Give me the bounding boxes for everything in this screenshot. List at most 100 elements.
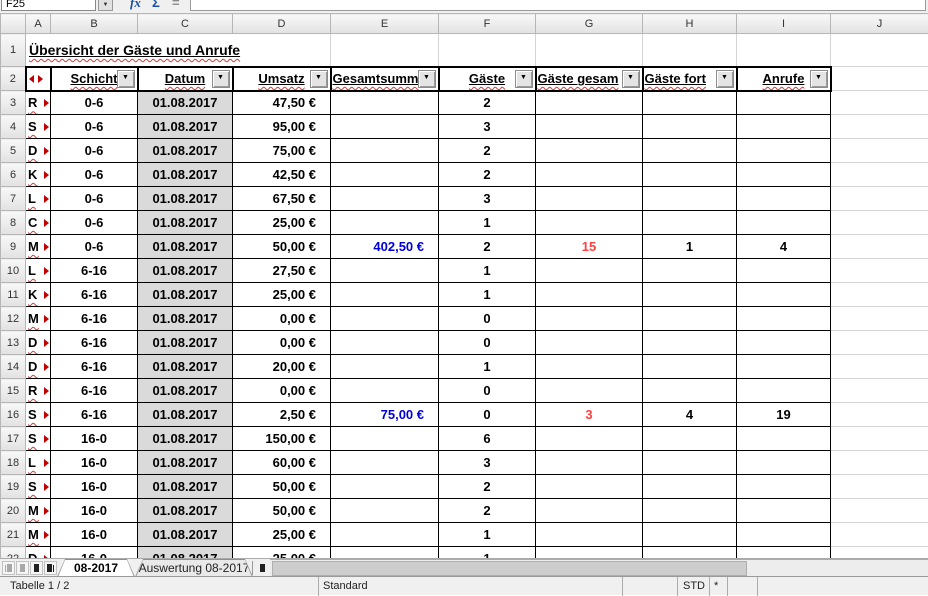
column-header-B[interactable]: B: [51, 14, 138, 34]
cell-G16[interactable]: 3: [536, 403, 643, 427]
column-header-H[interactable]: H: [643, 14, 737, 34]
filter-dropdown-datum-icon[interactable]: ▼: [212, 70, 230, 88]
cell-C8[interactable]: 01.08.2017: [138, 211, 233, 235]
last-sheet-button[interactable]: [44, 561, 57, 575]
cell-C3[interactable]: 01.08.2017: [138, 91, 233, 115]
cell-B19[interactable]: 16-0: [51, 475, 138, 499]
filter-header-anrufe[interactable]: Anrufe▼: [737, 67, 831, 91]
cell-B20[interactable]: 16-0: [51, 499, 138, 523]
cell-J1[interactable]: [831, 34, 928, 67]
cell-D17[interactable]: 150,00 €: [233, 427, 331, 451]
column-header-D[interactable]: D: [233, 14, 331, 34]
cell-A3[interactable]: R: [26, 91, 51, 115]
cell-F8[interactable]: 1: [439, 211, 536, 235]
cell-D13[interactable]: 0,00 €: [233, 331, 331, 355]
cell-E15[interactable]: [331, 379, 439, 403]
cell-G12[interactable]: [536, 307, 643, 331]
cell-B21[interactable]: 16-0: [51, 523, 138, 547]
row-header-21[interactable]: 21: [1, 523, 26, 547]
column-header-C[interactable]: C: [138, 14, 233, 34]
sum-icon[interactable]: Σ: [152, 0, 160, 14]
cell-I14[interactable]: [737, 355, 831, 379]
row-header-14[interactable]: 14: [1, 355, 26, 379]
cell-E4[interactable]: [331, 115, 439, 139]
cell-H22[interactable]: [643, 547, 737, 559]
cell-E10[interactable]: [331, 259, 439, 283]
cell-E6[interactable]: [331, 163, 439, 187]
cell-F7[interactable]: 3: [439, 187, 536, 211]
cell-H8[interactable]: [643, 211, 737, 235]
cell-G4[interactable]: [536, 115, 643, 139]
cell-E21[interactable]: [331, 523, 439, 547]
cell-H5[interactable]: [643, 139, 737, 163]
cell-I16[interactable]: 19: [737, 403, 831, 427]
cell-E11[interactable]: [331, 283, 439, 307]
cell-F15[interactable]: 0: [439, 379, 536, 403]
cell-H12[interactable]: [643, 307, 737, 331]
cell-E19[interactable]: [331, 475, 439, 499]
filter-dropdown-gesamtsumme-icon[interactable]: ▼: [418, 70, 436, 88]
cell-B8[interactable]: 0-6: [51, 211, 138, 235]
row-header-9[interactable]: 9: [1, 235, 26, 259]
cell-B18[interactable]: 16-0: [51, 451, 138, 475]
cell-B13[interactable]: 6-16: [51, 331, 138, 355]
cell-A10[interactable]: L: [26, 259, 51, 283]
cell-J19[interactable]: [831, 475, 928, 499]
cell-F6[interactable]: 2: [439, 163, 536, 187]
cell-I5[interactable]: [737, 139, 831, 163]
cell-D18[interactable]: 60,00 €: [233, 451, 331, 475]
cell-E22[interactable]: [331, 547, 439, 559]
cell-J15[interactable]: [831, 379, 928, 403]
cell-J5[interactable]: [831, 139, 928, 163]
cell-F22[interactable]: 1: [439, 547, 536, 559]
cell-F9[interactable]: 2: [439, 235, 536, 259]
name-box[interactable]: F25: [1, 0, 96, 11]
cell-H4[interactable]: [643, 115, 737, 139]
column-header-E[interactable]: E: [331, 14, 439, 34]
cell-A1-title[interactable]: Übersicht der Gäste und Anrufe: [26, 34, 331, 67]
cell-G17[interactable]: [536, 427, 643, 451]
cell-A17[interactable]: S: [26, 427, 51, 451]
cell-F13[interactable]: 0: [439, 331, 536, 355]
cell-F5[interactable]: 2: [439, 139, 536, 163]
filter-dropdown-umsatz-icon[interactable]: ▼: [310, 70, 328, 88]
cell-C14[interactable]: 01.08.2017: [138, 355, 233, 379]
cell-I11[interactable]: [737, 283, 831, 307]
cell-J14[interactable]: [831, 355, 928, 379]
cell-C18[interactable]: 01.08.2017: [138, 451, 233, 475]
cell-C7[interactable]: 01.08.2017: [138, 187, 233, 211]
cell-G19[interactable]: [536, 475, 643, 499]
cell-G22[interactable]: [536, 547, 643, 559]
cell-D4[interactable]: 95,00 €: [233, 115, 331, 139]
formula-input-line[interactable]: [190, 0, 926, 11]
column-header-J[interactable]: J: [831, 14, 928, 34]
cell-J9[interactable]: [831, 235, 928, 259]
filter-dropdown-gaeste-gesamt-icon[interactable]: ▼: [622, 70, 640, 88]
name-box-dropdown-icon[interactable]: ▼: [98, 0, 113, 11]
cell-B4[interactable]: 0-6: [51, 115, 138, 139]
cell-C5[interactable]: 01.08.2017: [138, 139, 233, 163]
cell-H14[interactable]: [643, 355, 737, 379]
cell-J8[interactable]: [831, 211, 928, 235]
cell-E1[interactable]: [331, 34, 439, 67]
cell-B11[interactable]: 6-16: [51, 283, 138, 307]
cell-J4[interactable]: [831, 115, 928, 139]
cell-B10[interactable]: 6-16: [51, 259, 138, 283]
cell-H1[interactable]: [643, 34, 737, 67]
cell-J11[interactable]: [831, 283, 928, 307]
cell-C11[interactable]: 01.08.2017: [138, 283, 233, 307]
function-wizard-icon[interactable]: fx: [130, 0, 141, 14]
cell-A22[interactable]: D: [26, 547, 51, 559]
cell-A5[interactable]: D: [26, 139, 51, 163]
cell-E9[interactable]: 402,50 €: [331, 235, 439, 259]
cell-F12[interactable]: 0: [439, 307, 536, 331]
cell-D8[interactable]: 25,00 €: [233, 211, 331, 235]
cell-I19[interactable]: [737, 475, 831, 499]
cell-C9[interactable]: 01.08.2017: [138, 235, 233, 259]
cell-H13[interactable]: [643, 331, 737, 355]
cell-G7[interactable]: [536, 187, 643, 211]
cell-C22[interactable]: 01.08.2017: [138, 547, 233, 559]
cell-I13[interactable]: [737, 331, 831, 355]
cell-A13[interactable]: D: [26, 331, 51, 355]
filter-dropdown-schicht-icon[interactable]: ▼: [117, 70, 135, 88]
